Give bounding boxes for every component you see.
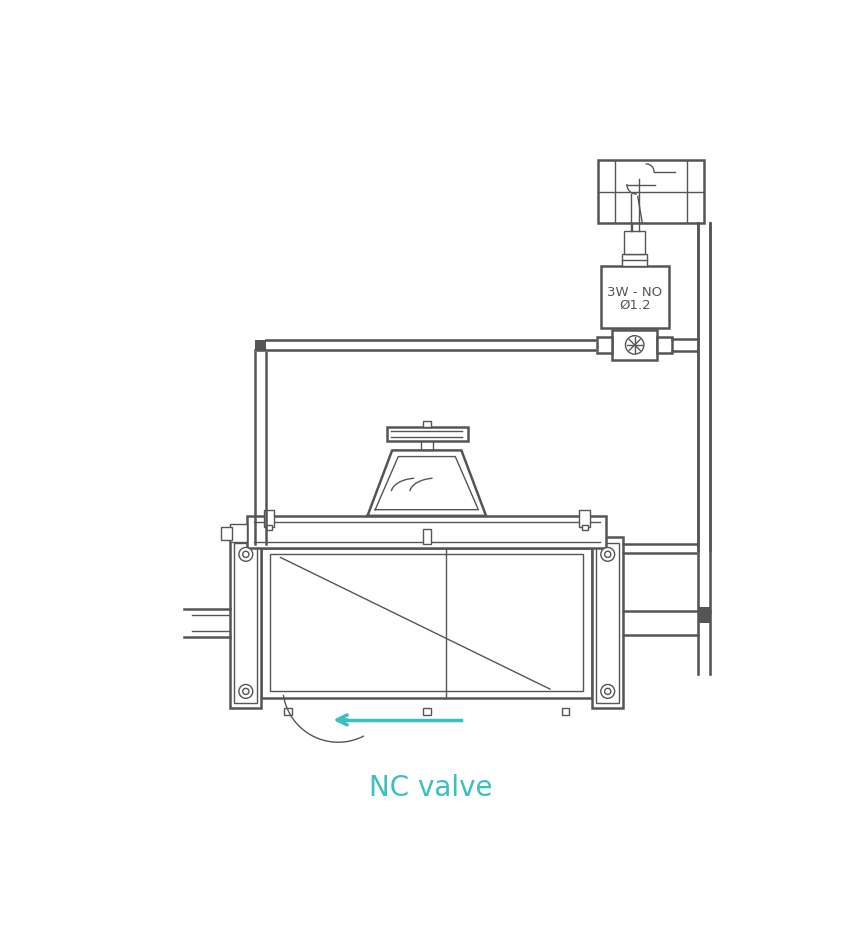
Circle shape	[626, 336, 644, 354]
Circle shape	[605, 551, 611, 557]
Bar	[598, 160, 704, 223]
Circle shape	[239, 548, 253, 562]
Bar	[262, 548, 592, 698]
Bar	[247, 516, 606, 548]
Bar	[698, 607, 710, 623]
Bar	[266, 525, 272, 530]
Bar	[230, 524, 247, 542]
Bar	[423, 421, 431, 427]
Polygon shape	[368, 450, 486, 516]
Text: NC valve: NC valve	[369, 774, 492, 802]
Bar	[600, 266, 669, 328]
Bar	[387, 427, 468, 441]
Bar	[423, 529, 431, 544]
Bar	[596, 543, 619, 703]
Bar	[657, 338, 673, 352]
Text: Ø1.2: Ø1.2	[619, 299, 650, 312]
Bar	[579, 510, 590, 526]
Text: 3W - NO: 3W - NO	[607, 286, 662, 299]
Circle shape	[243, 688, 249, 695]
Bar	[284, 709, 292, 714]
Bar	[271, 554, 583, 691]
Bar	[423, 709, 431, 714]
Bar	[230, 538, 262, 709]
Bar	[592, 538, 623, 709]
Circle shape	[600, 684, 615, 698]
Bar	[221, 527, 232, 539]
Bar	[624, 231, 645, 254]
Circle shape	[239, 684, 253, 698]
Bar	[263, 510, 274, 526]
Circle shape	[243, 551, 249, 557]
Bar	[420, 439, 433, 450]
Bar	[581, 525, 588, 530]
Bar	[235, 543, 257, 703]
Bar	[612, 329, 657, 360]
Bar	[622, 254, 647, 266]
Bar	[597, 338, 612, 352]
Circle shape	[600, 548, 615, 562]
Circle shape	[605, 688, 611, 695]
Bar	[255, 339, 266, 351]
Bar	[562, 709, 569, 714]
